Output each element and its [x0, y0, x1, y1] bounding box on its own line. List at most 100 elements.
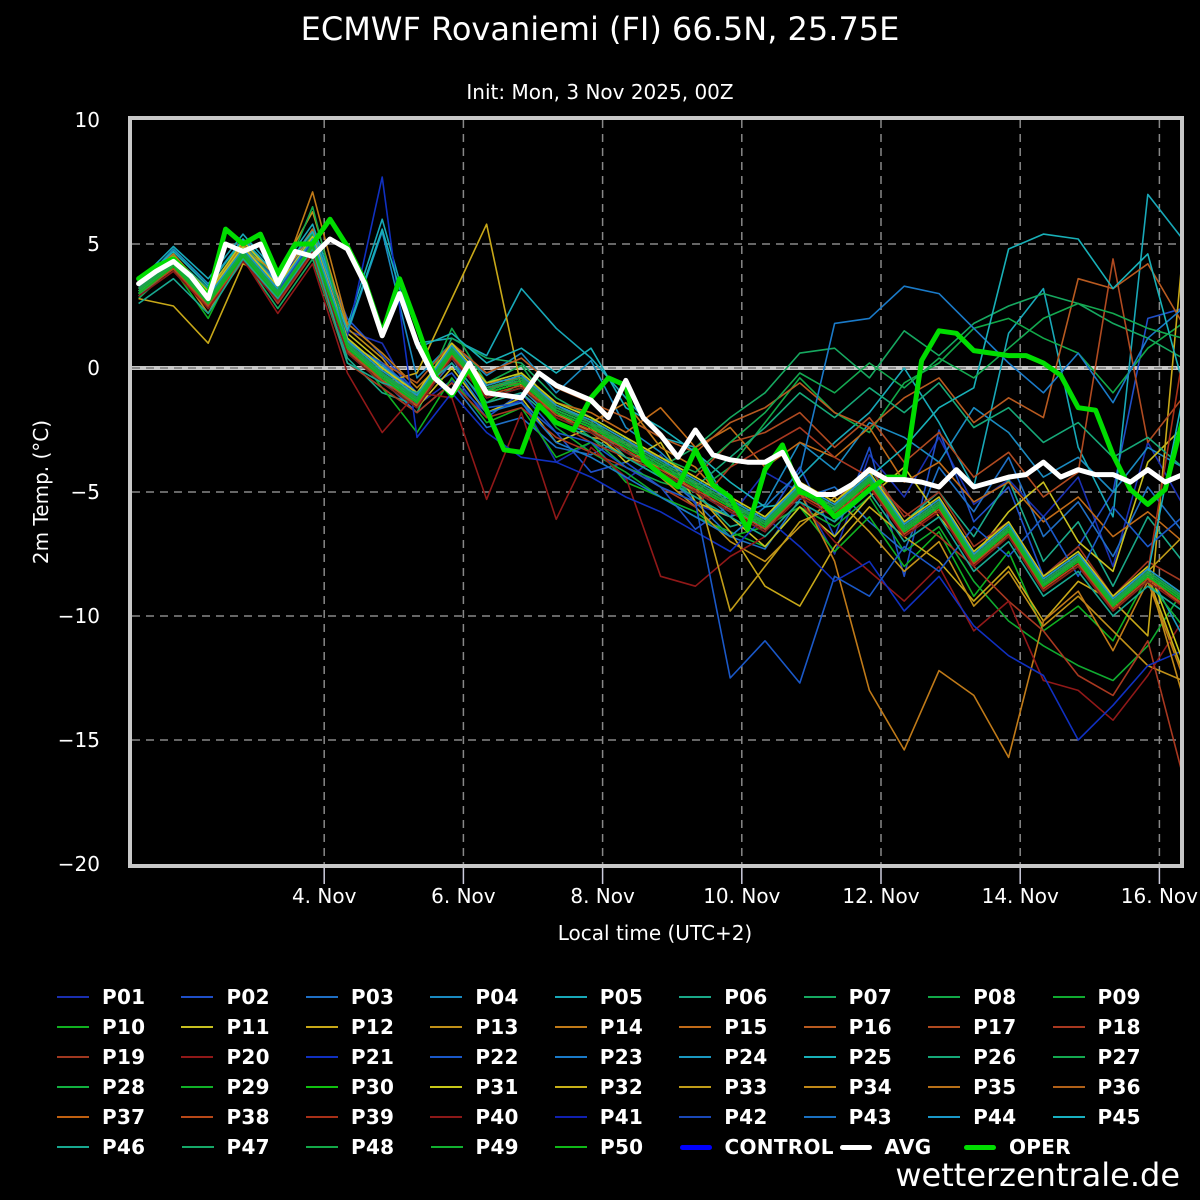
legend-label: P28 — [102, 1075, 146, 1099]
legend-swatch — [430, 1026, 463, 1028]
legend-swatch — [679, 1026, 712, 1028]
legend-swatch — [1052, 1086, 1085, 1088]
legend-item-p49: P49 — [429, 1132, 554, 1162]
legend-item-p38: P38 — [179, 1102, 303, 1132]
legend-swatch — [839, 1144, 872, 1150]
legend-swatch — [181, 1116, 214, 1118]
legend-label: P25 — [848, 1045, 893, 1069]
y-tick-label: −20 — [58, 852, 100, 876]
legend-swatch — [928, 1116, 961, 1118]
legend-label: P18 — [1097, 1015, 1141, 1039]
legend-item-p36: P36 — [1051, 1072, 1175, 1102]
legend-item-p26: P26 — [926, 1042, 1050, 1072]
legend-label: P24 — [724, 1045, 768, 1069]
legend-item-p30: P30 — [304, 1072, 428, 1102]
legend-row: P46 P47 P48 P49 P50 CONTROL AVG OPER — [55, 1132, 1175, 1162]
legend-item-p27: P27 — [1051, 1042, 1175, 1072]
main-lines — [136, 216, 1180, 532]
x-tick-label: 14. Nov — [982, 884, 1059, 908]
legend-swatch — [305, 1086, 338, 1088]
legend-label: P30 — [350, 1075, 395, 1099]
legend: P01 P02 P03 P04 P05 P06 P07 P08 P09 P10 P11 P12 P13 P… — [55, 982, 1175, 1162]
x-tick-label: 12. Nov — [842, 884, 919, 908]
legend-row: P28 P29 P30 P31 P32 P33 P34 P35 P36 — [55, 1072, 1175, 1102]
legend-row: P10 P11 P12 P13 P14 P15 P16 P17 P18 — [55, 1012, 1175, 1042]
legend-swatch — [57, 1146, 89, 1148]
legend-label: P15 — [724, 1015, 768, 1039]
legend-item-p10: P10 — [55, 1012, 179, 1042]
legend-label: P14 — [599, 1015, 644, 1039]
legend-label: P36 — [1097, 1075, 1141, 1099]
legend-label: P20 — [226, 1045, 270, 1069]
legend-swatch — [57, 1116, 89, 1118]
legend-label: P08 — [973, 985, 1017, 1009]
legend-swatch — [57, 1086, 89, 1088]
legend-item-p46: P46 — [55, 1132, 180, 1162]
ensemble-line-p19 — [138, 240, 1180, 598]
legend-swatch — [181, 1086, 214, 1088]
legend-item-p16: P16 — [802, 1012, 926, 1042]
x-axis-label: Local time (UTC+2) — [558, 921, 752, 945]
legend-swatch — [181, 1146, 214, 1148]
legend-swatch — [430, 1146, 463, 1148]
legend-item-p11: P11 — [179, 1012, 303, 1042]
ensemble-line-p36 — [138, 238, 1180, 600]
legend-item-p13: P13 — [428, 1012, 552, 1042]
legend-item-p48: P48 — [304, 1132, 429, 1162]
plot-frame — [128, 116, 1184, 868]
legend-swatch — [803, 1026, 836, 1028]
legend-label: P09 — [1097, 985, 1141, 1009]
ensemble-line-p02 — [138, 233, 1180, 578]
legend-label: P32 — [599, 1075, 644, 1099]
legend-swatch — [554, 996, 587, 998]
legend-label: P29 — [226, 1075, 270, 1099]
ensemble-line-p42 — [138, 240, 1180, 602]
ensemble-line-p01 — [138, 243, 1180, 568]
y-tick-label: −15 — [58, 728, 100, 752]
legend-label: P02 — [226, 985, 270, 1009]
legend-label: P21 — [350, 1045, 395, 1069]
legend-swatch — [679, 1116, 712, 1118]
legend-swatch — [305, 996, 338, 998]
legend-label: P44 — [973, 1105, 1017, 1129]
ensemble-line-p15 — [138, 228, 1180, 541]
legend-swatch — [181, 996, 214, 998]
legend-item-p45: P45 — [1051, 1102, 1175, 1132]
y-tick-label: −5 — [71, 480, 100, 504]
x-axis-ticks: 4. Nov 6. Nov 8. Nov 10. Nov 12. Nov 14. Nov 1… — [292, 866, 1198, 908]
legend-label: P11 — [226, 1015, 270, 1039]
legend-item-p02: P02 — [179, 982, 303, 1012]
legend-item-p14: P14 — [553, 1012, 677, 1042]
legend-label: P42 — [724, 1105, 768, 1129]
legend-label: P13 — [475, 1015, 519, 1039]
legend-label: P22 — [475, 1045, 519, 1069]
y-axis-ticks: 10 5 0 −5 −10 −15 −20 — [58, 108, 100, 876]
legend-item-p23: P23 — [553, 1042, 677, 1072]
legend-swatch — [928, 1086, 961, 1088]
legend-item-p12: P12 — [304, 1012, 428, 1042]
legend-item-p28: P28 — [55, 1072, 179, 1102]
legend-swatch — [430, 996, 463, 998]
legend-label: P39 — [350, 1105, 395, 1129]
ensemble-line-p23 — [138, 248, 1180, 538]
ensemble-line-p14 — [138, 191, 1180, 759]
legend-item-p17: P17 — [926, 1012, 1050, 1042]
legend-item-p09: P09 — [1051, 982, 1175, 1012]
legend-label: AVG — [884, 1135, 932, 1159]
legend-swatch — [803, 1056, 836, 1058]
legend-item-p43: P43 — [802, 1102, 926, 1132]
ensemble-line-p03 — [138, 250, 1180, 558]
y-axis-label: 2m Temp. (°C) — [29, 420, 53, 564]
legend-swatch — [928, 996, 961, 998]
legend-swatch — [1052, 1056, 1085, 1058]
legend-item-p07: P07 — [802, 982, 926, 1012]
legend-label: OPER — [1009, 1135, 1071, 1159]
x-tick-label: 8. Nov — [570, 884, 635, 908]
legend-row: P19 P20 P21 P22 P23 P24 P25 P26 P27 — [55, 1042, 1175, 1072]
legend-swatch — [430, 1086, 463, 1088]
legend-label: P37 — [102, 1105, 146, 1129]
legend-item-p37: P37 — [55, 1102, 179, 1132]
legend-item-p50: P50 — [553, 1132, 678, 1162]
legend-row: P37 P38 P39 P40 P41 P42 P43 P44 P45 — [55, 1102, 1175, 1132]
legend-swatch — [57, 996, 89, 998]
